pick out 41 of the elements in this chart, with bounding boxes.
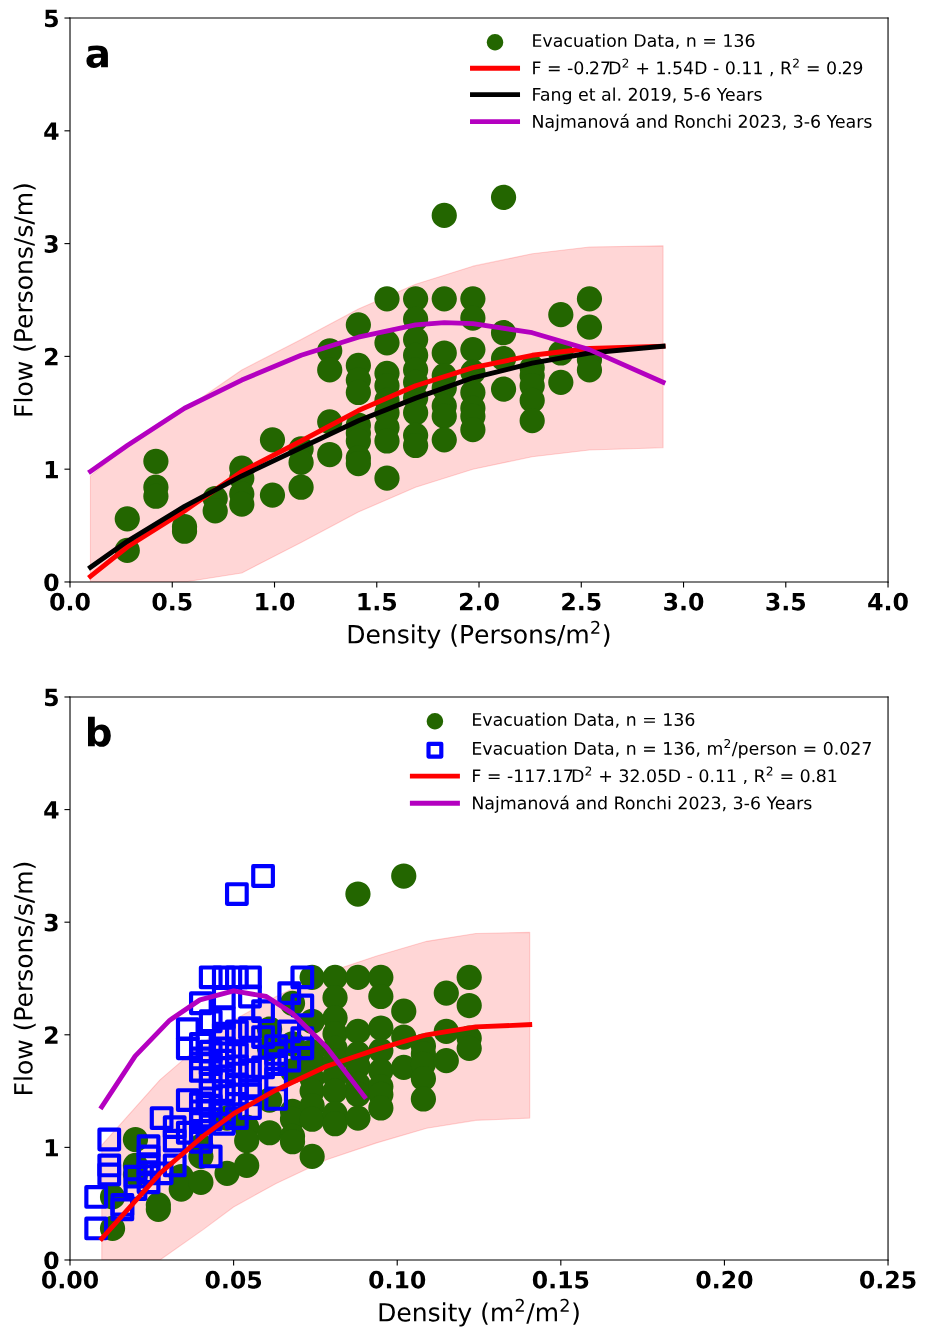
y-tick-label: 2 (45, 1026, 58, 1044)
y-tick-label: 3 (44, 235, 58, 253)
legend-label: Najmanová and Ronchi 2023, 3-6 Years (473, 795, 812, 813)
x-tick-label: 0.20 (696, 1270, 753, 1289)
x-tick-label: 0.0 (50, 592, 90, 611)
legend-label: Najmanová and Ronchi 2023, 3-6 Years (533, 113, 872, 132)
y-tick-label: 0 (44, 1251, 59, 1270)
legend-label: F = -0.27D$^{2}$ + 1.54D - 0.11 , R$^{2}$ = 0.29 (533, 58, 863, 77)
x-tick-label: 0.25 (860, 1270, 916, 1289)
y-axis-title: Flow (Persons/s/m) (13, 184, 36, 416)
y-tick-label: 3 (44, 913, 58, 932)
y-tick-label: 5 (44, 9, 58, 28)
x-tick-label: 1.5 (358, 593, 397, 611)
y-tick-label: 0 (44, 573, 59, 592)
legend-label: Fang et al. 2019, 5-6 Years (533, 87, 762, 105)
y-tick-label: 2 (45, 347, 58, 366)
x-tick-label: 2.5 (562, 592, 601, 611)
annotation: a (86, 45, 108, 68)
y-tick-label: 4 (44, 122, 59, 140)
x-tick-label: 4.0 (868, 592, 908, 611)
y-tick-label: 1 (45, 1139, 58, 1157)
legend-label: Evacuation Data, n = 136 (473, 712, 695, 728)
annotation: b (88, 716, 111, 747)
legend-label: F = -117.17D$^{2}$ + 32.05D - 0.11 , R$^{2}$ = 0.81 (473, 766, 837, 785)
x-tick-label: 0.15 (532, 1270, 589, 1289)
x-tick-label: 0.05 (205, 1270, 262, 1289)
x-tick-label: 0.10 (369, 1270, 426, 1289)
legend-label: Evacuation Data, n = 136 (533, 33, 755, 49)
x-tick-label: 3.5 (766, 592, 806, 611)
y-tick-label: 5 (44, 688, 58, 707)
x-tick-label: 0.5 (152, 592, 192, 611)
y-axis-title: Flow (Persons/s/m) (13, 862, 36, 1094)
x-axis-title: Density (Persons/m$^{2}$) (348, 620, 610, 649)
y-tick-label: 1 (45, 460, 58, 479)
x-axis-title: Density (m$^{2}$/m$^{2}$) (379, 1298, 579, 1327)
y-tick-label: 4 (44, 801, 59, 819)
legend-label: Evacuation Data, n = 136, m$^{2}$/person = 0.027 (473, 738, 871, 759)
x-tick-label: 3.0 (664, 592, 704, 611)
x-tick-label: 0.00 (42, 1270, 99, 1289)
x-tick-label: 1.0 (256, 592, 295, 611)
x-tick-label: 2.0 (459, 592, 499, 611)
